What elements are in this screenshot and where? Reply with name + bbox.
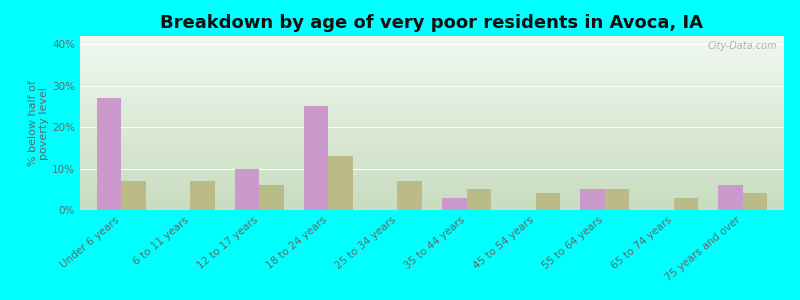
Title: Breakdown by age of very poor residents in Avoca, IA: Breakdown by age of very poor residents … xyxy=(161,14,703,32)
Bar xyxy=(742,194,766,210)
Bar xyxy=(98,98,122,210)
Text: City-Data.com: City-Data.com xyxy=(707,41,777,51)
Bar xyxy=(580,189,605,210)
Bar xyxy=(535,194,560,210)
Bar xyxy=(605,189,629,210)
Bar xyxy=(304,106,329,210)
Bar xyxy=(466,189,490,210)
Y-axis label: % below half of
poverty level: % below half of poverty level xyxy=(28,80,50,166)
Bar xyxy=(718,185,742,210)
Bar xyxy=(259,185,284,210)
Bar xyxy=(442,198,466,210)
Bar xyxy=(190,181,214,210)
Bar xyxy=(235,169,259,210)
Bar xyxy=(122,181,146,210)
Bar xyxy=(674,198,698,210)
Bar xyxy=(398,181,422,210)
Bar xyxy=(329,156,353,210)
